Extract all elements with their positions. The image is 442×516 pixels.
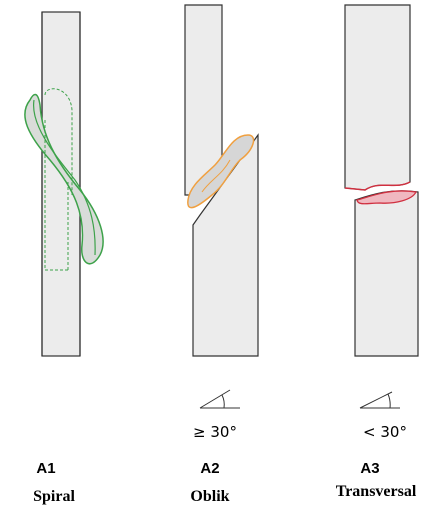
- fracture-diagram: ≥ 30° < 30° A1 A2 A3 Spiral Oblik Transv…: [0, 0, 442, 516]
- type-code: A3: [360, 460, 379, 477]
- bone-upper: [345, 5, 410, 190]
- type-label: Oblik: [190, 488, 229, 505]
- type-code: A2: [200, 460, 219, 477]
- transverse-fracture: [345, 5, 418, 356]
- angle-icons: [200, 390, 400, 408]
- bone-lower: [355, 191, 418, 356]
- spiral-fracture: [25, 12, 103, 356]
- type-label: Transversal: [336, 483, 417, 500]
- angle-label: ≥ 30°: [193, 423, 237, 441]
- oblique-fracture: [185, 5, 258, 356]
- type-code: A1: [36, 460, 55, 477]
- angle-label: < 30°: [363, 423, 407, 441]
- type-label: Spiral: [33, 488, 75, 505]
